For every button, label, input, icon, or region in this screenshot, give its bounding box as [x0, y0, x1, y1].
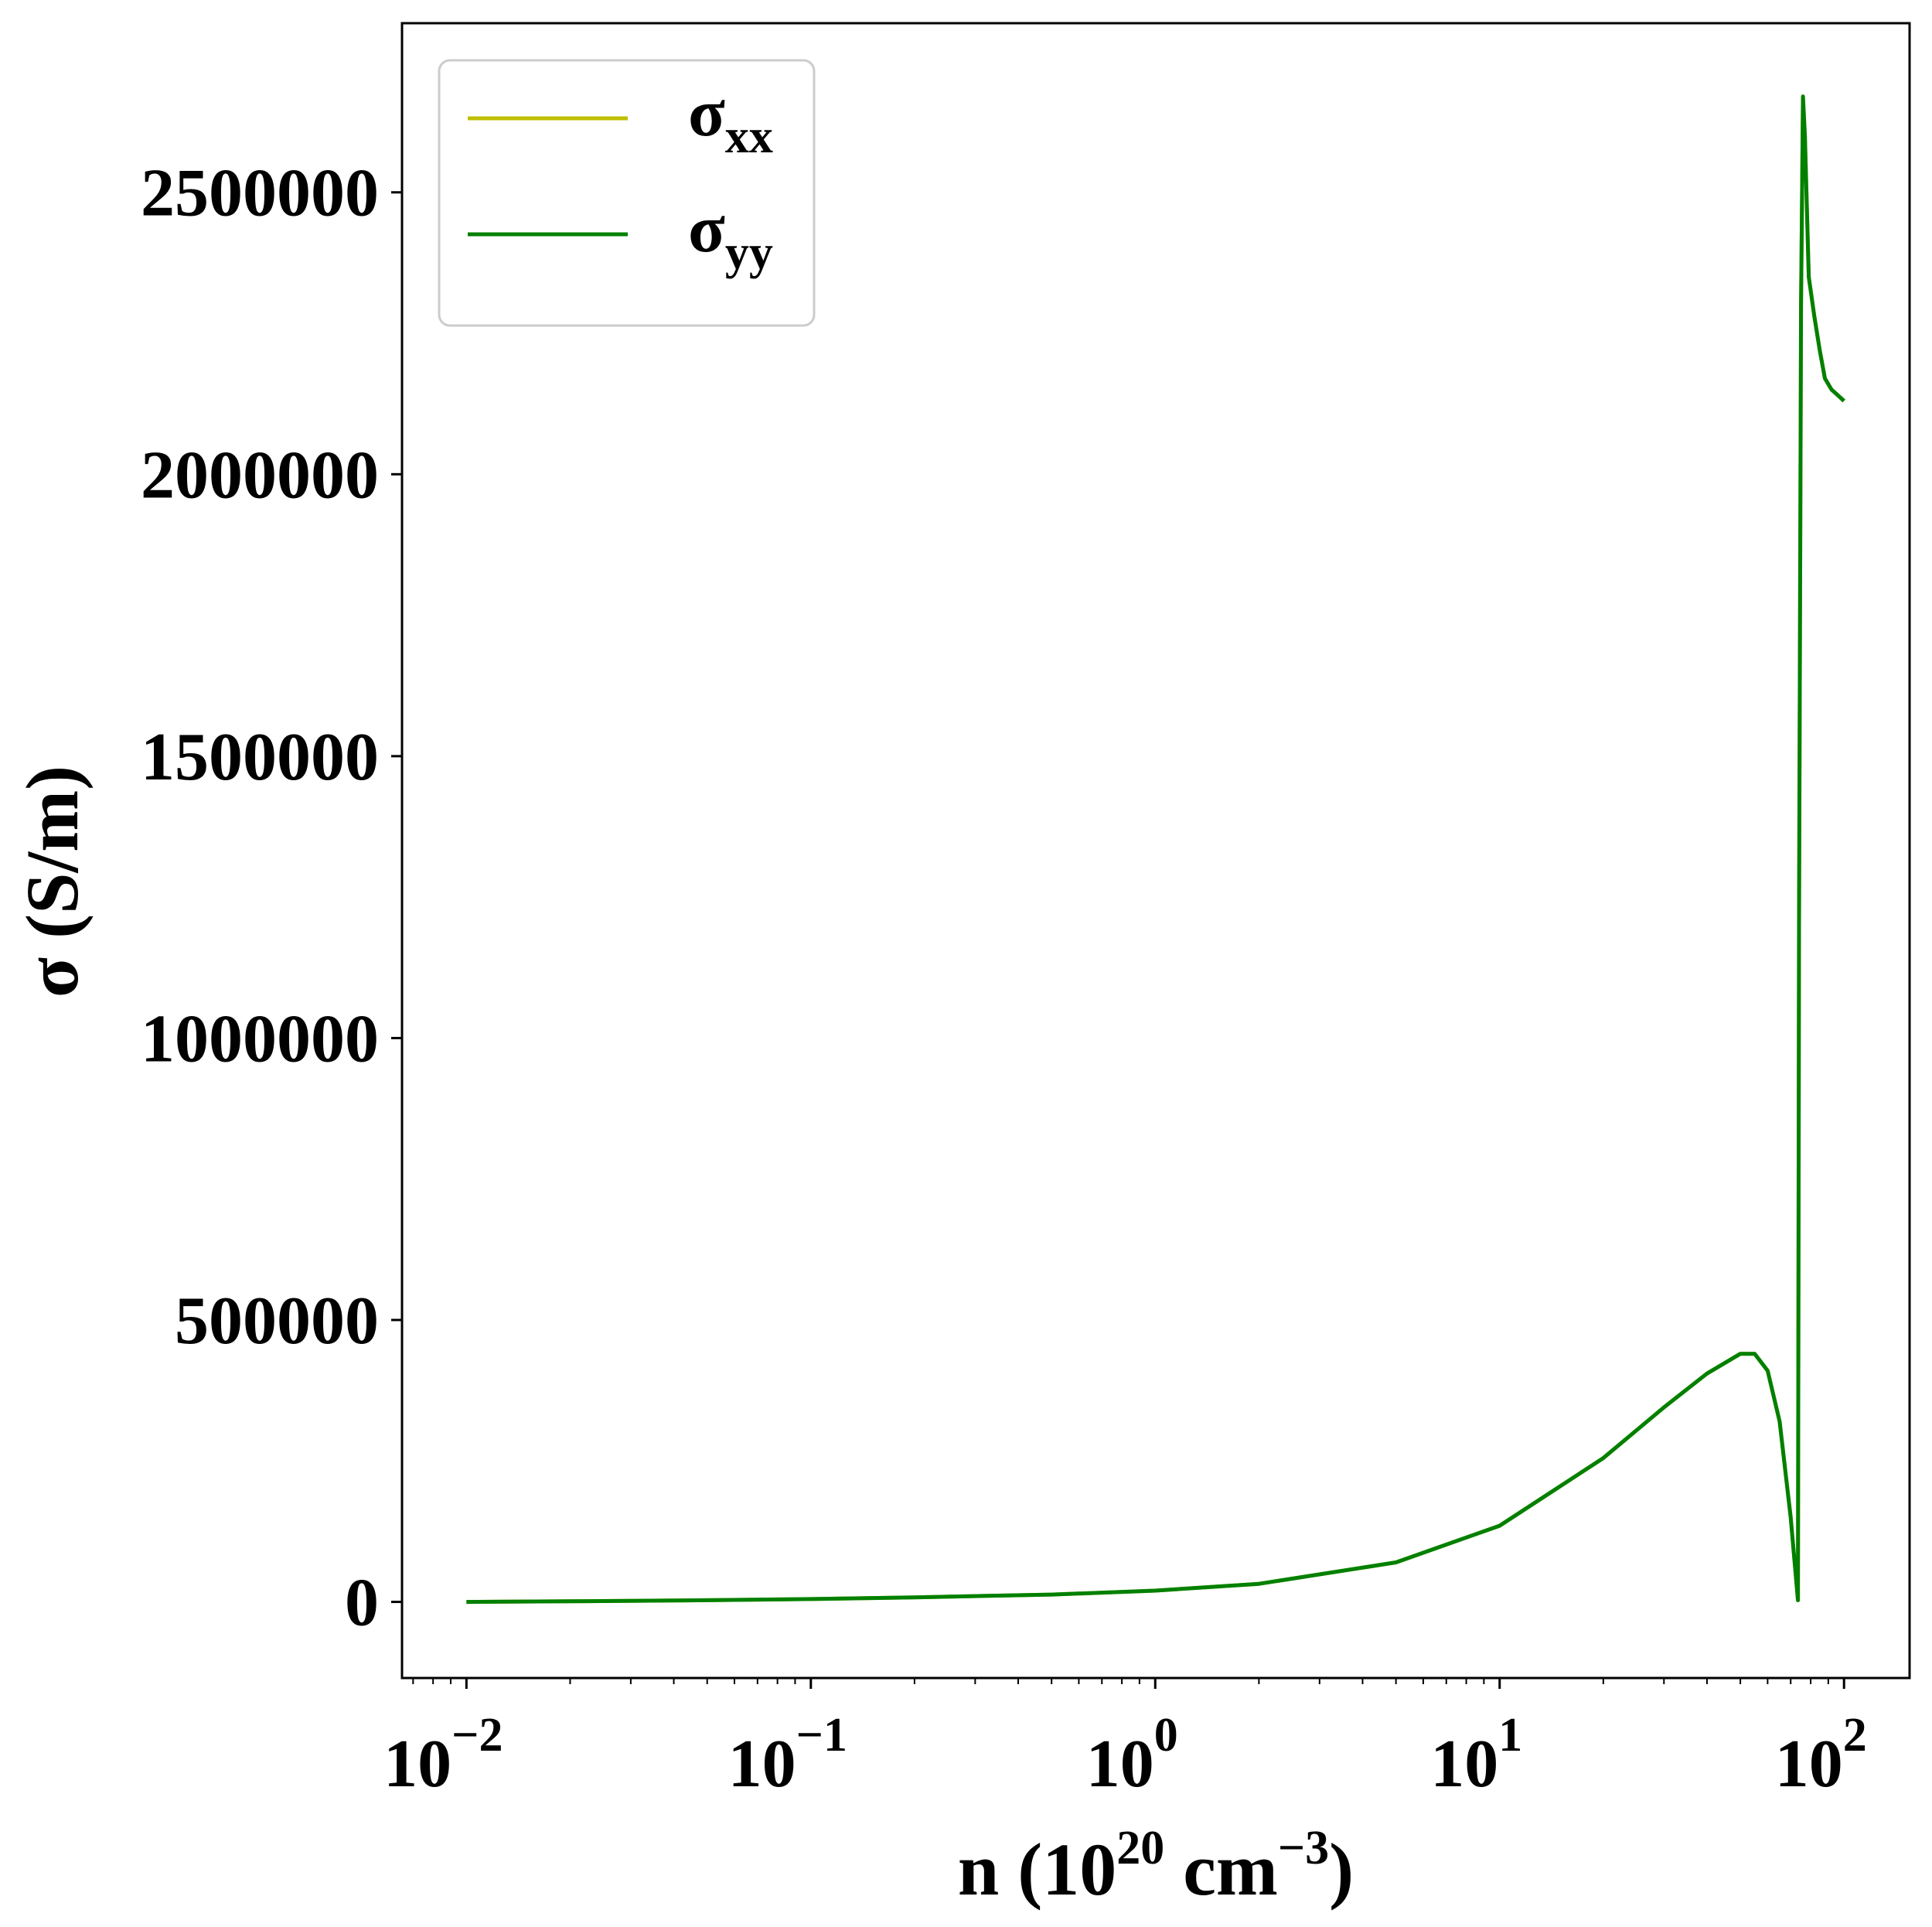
y-tick-label: 0: [345, 1566, 379, 1641]
x-axis-ticks: 10−2 10−1 100 101 102: [383, 1678, 1867, 1802]
x-tick-label: 101: [1430, 1709, 1522, 1802]
x-axis-label-exponent-2: −3: [1278, 1822, 1329, 1874]
series-line-yy: [466, 94, 1845, 1605]
x-tick-label-base: 10: [383, 1727, 451, 1802]
y-axis-label: σ (S/m): [11, 766, 94, 998]
legend-label-sigma-yy: σyy: [688, 192, 773, 279]
x-axis-label-suffix: ): [1329, 1828, 1354, 1911]
x-tick-label: 102: [1775, 1709, 1867, 1802]
legend: σxx σyy: [438, 59, 816, 327]
x-tick-label: 10−2: [383, 1709, 503, 1802]
x-axis-label-exponent-1: 20: [1116, 1822, 1164, 1874]
x-tick-label-base: 10: [728, 1727, 796, 1802]
x-tick-label: 100: [1086, 1709, 1178, 1802]
y-axis-ticks: 0 500000 1000000 1500000 2000000 2500000: [141, 156, 402, 1641]
x-tick-label-exponent: 2: [1843, 1709, 1867, 1762]
legend-label-sigma-yy-subscript: yy: [725, 227, 773, 279]
x-tick-label-base: 10: [1775, 1727, 1843, 1802]
y-tick-label: 500000: [175, 1284, 379, 1359]
x-axis-label: n (1020 cm−3): [958, 1822, 1354, 1911]
x-tick-label-exponent: 0: [1154, 1709, 1178, 1762]
x-axis-label-prefix: n (10: [958, 1828, 1116, 1911]
x-tick-label-base: 10: [1430, 1727, 1498, 1802]
x-axis-label-mid: cm: [1164, 1828, 1278, 1911]
x-tick-label-exponent: 1: [1498, 1709, 1522, 1762]
series-layer: [466, 94, 1845, 1605]
y-tick-label: 1000000: [141, 1001, 379, 1076]
x-tick-label: 10−1: [728, 1709, 847, 1802]
legend-label-sigma-xx-subscript: xx: [725, 111, 773, 163]
y-tick-label: 2000000: [141, 438, 379, 513]
y-tick-label: 1500000: [141, 720, 379, 795]
x-tick-label-exponent: −1: [796, 1709, 847, 1762]
x-tick-label-base: 10: [1086, 1727, 1154, 1802]
legend-label-sigma-xx-symbol: σ: [688, 76, 725, 151]
legend-label-sigma-xx: σxx: [688, 76, 773, 163]
legend-label-sigma-yy-symbol: σ: [688, 192, 725, 267]
legend-box: [438, 59, 816, 327]
x-tick-label-exponent: −2: [451, 1709, 503, 1762]
y-tick-label: 2500000: [141, 156, 379, 231]
